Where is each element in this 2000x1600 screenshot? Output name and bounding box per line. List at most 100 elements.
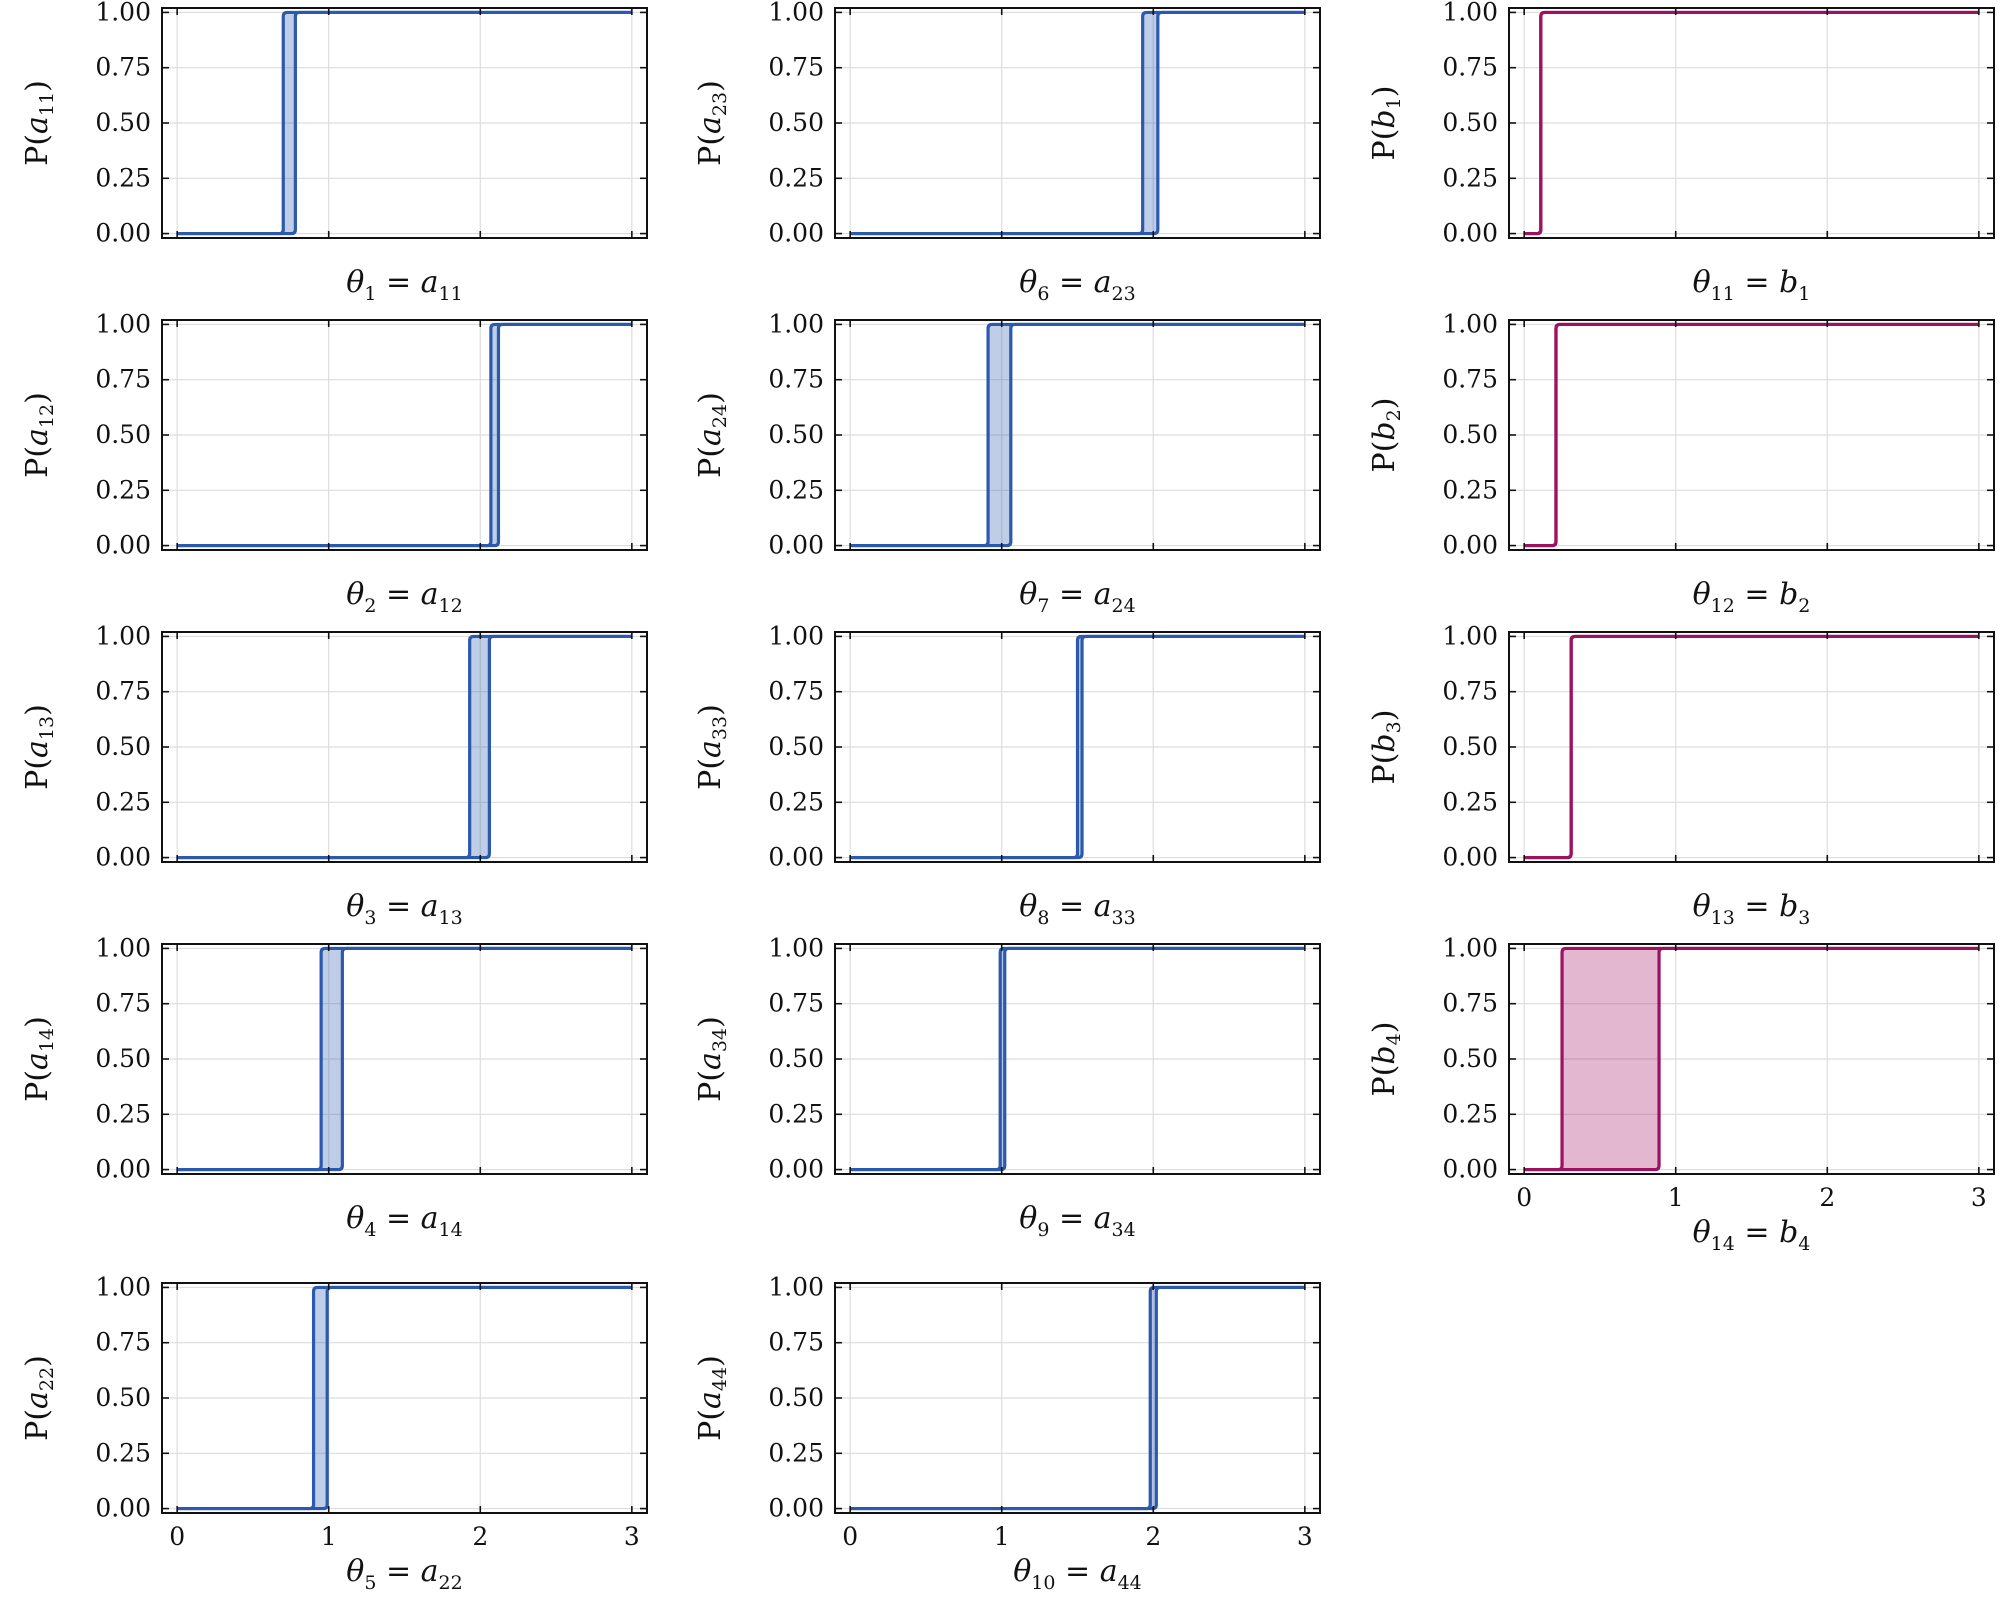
- y-tick-label: 0.00: [95, 219, 151, 248]
- y-label-close: ): [20, 392, 55, 404]
- y-tick-label: 0.75: [1442, 365, 1498, 394]
- x-label-equals: =: [376, 265, 420, 300]
- y-label-close: ): [1367, 710, 1402, 722]
- x-label-symbol-subscript: 4: [364, 1219, 376, 1241]
- y-tick-label: 0.00: [95, 1494, 151, 1523]
- y-tick-label: 0.25: [768, 1099, 824, 1128]
- x-tick-label: 1: [321, 1522, 337, 1551]
- x-label-symbol-subscript: 13: [1711, 907, 1735, 929]
- subplot-11: 0.000.250.500.751.00P(a34)θ9 = a34: [693, 933, 1321, 1241]
- x-label-subscript: 4: [1798, 1233, 1810, 1255]
- y-tick-label: 0.50: [95, 1044, 151, 1073]
- lower-bound-line: [1524, 10, 1979, 236]
- y-label-subscript: 2: [1383, 409, 1405, 421]
- subplot-5: 0.000.250.500.751.00P(a24)θ7 = a24: [693, 309, 1321, 617]
- y-label-subscript: 11: [36, 92, 58, 116]
- x-label-variable: a: [421, 1554, 439, 1589]
- subplot-9: 0.000.250.500.751.00P(b3)θ13 = b3: [1367, 621, 1995, 929]
- y-tick-label: 0.00: [1442, 843, 1498, 872]
- y-tick-label: 0.25: [768, 787, 824, 816]
- subplot-10: 0.000.250.500.751.00P(a14)θ4 = a14: [20, 933, 648, 1241]
- x-label-symbol: θ: [346, 1201, 364, 1236]
- y-label-variable: b: [1367, 421, 1402, 440]
- x-axis-label: θ2 = a12: [346, 577, 462, 617]
- y-tick-label: 0.25: [1442, 475, 1498, 504]
- x-label-variable: b: [1779, 889, 1798, 924]
- x-label-symbol-subscript: 8: [1037, 907, 1049, 929]
- y-axis-label: P(b1): [1367, 86, 1405, 161]
- subplot-6: 0.000.250.500.751.00P(b2)θ12 = b2: [1367, 309, 1995, 617]
- x-label-symbol: θ: [1693, 577, 1711, 612]
- y-label-close: ): [1367, 86, 1402, 98]
- y-tick-label: 0.00: [1442, 1155, 1498, 1184]
- x-axis-label: θ4 = a14: [346, 1201, 462, 1241]
- y-label-variable: a: [20, 1052, 55, 1070]
- y-tick-label: 0.50: [95, 108, 151, 137]
- y-label-variable: a: [693, 428, 728, 446]
- y-tick-label: 0.25: [95, 787, 151, 816]
- x-tick-label: 3: [1971, 1183, 1987, 1212]
- x-label-symbol-subscript: 14: [1711, 1233, 1735, 1255]
- x-label-equals: =: [1049, 1201, 1093, 1236]
- x-label-equals: =: [376, 1201, 420, 1236]
- y-label-prefix: P(: [20, 134, 55, 166]
- y-label-close: ): [20, 1355, 55, 1367]
- x-label-variable: b: [1779, 1215, 1798, 1250]
- x-label-equals: =: [1049, 265, 1093, 300]
- y-label-variable: a: [693, 116, 728, 134]
- x-label-subscript: 24: [1112, 595, 1136, 617]
- x-label-variable: a: [1094, 1201, 1112, 1236]
- subplot-8: 0.000.250.500.751.00P(a33)θ8 = a33: [693, 621, 1321, 929]
- x-label-symbol: θ: [346, 889, 364, 924]
- y-tick-label: 0.75: [95, 989, 151, 1018]
- subplot-2: 0.000.250.500.751.00P(a23)θ6 = a23: [693, 0, 1321, 305]
- y-axis-label: P(b4): [1367, 1022, 1405, 1097]
- credible-band: [1562, 948, 1660, 1170]
- y-tick-label: 0.50: [1442, 1044, 1498, 1073]
- x-tick-label: 2: [472, 1522, 488, 1551]
- y-label-prefix: P(: [20, 446, 55, 478]
- x-axis-label: θ1 = a11: [346, 265, 462, 305]
- y-tick-label: 0.00: [1442, 531, 1498, 560]
- x-tick-label: 1: [994, 1522, 1010, 1551]
- y-label-prefix: P(: [693, 1070, 728, 1102]
- y-tick-label: 0.75: [95, 365, 151, 394]
- x-tick-label: 2: [1145, 1522, 1161, 1551]
- y-label-subscript: 13: [36, 716, 58, 740]
- y-label-subscript: 44: [709, 1367, 731, 1391]
- y-label-close: ): [20, 704, 55, 716]
- x-label-symbol-subscript: 7: [1037, 595, 1049, 617]
- y-label-subscript: 12: [36, 404, 58, 428]
- y-tick-label: 0.50: [1442, 108, 1498, 137]
- lower-bound-line: [850, 946, 1305, 1172]
- y-tick-label: 0.00: [768, 843, 824, 872]
- y-axis-label: P(a34): [693, 1016, 731, 1102]
- y-tick-label: 0.75: [768, 1328, 824, 1357]
- y-tick-label: 1.00: [95, 621, 151, 650]
- y-label-subscript: 34: [709, 1028, 731, 1052]
- x-tick-label: 1: [1668, 1183, 1684, 1212]
- x-label-symbol: θ: [1693, 889, 1711, 924]
- y-tick-label: 0.25: [1442, 787, 1498, 816]
- y-tick-label: 0.25: [768, 475, 824, 504]
- y-axis-label: P(a24): [693, 392, 731, 478]
- lower-bound-line: [1524, 322, 1979, 548]
- subplot-1: 0.000.250.500.751.00P(a11)θ1 = a11: [20, 0, 648, 305]
- x-label-symbol-subscript: 6: [1037, 283, 1049, 305]
- y-tick-label: 0.25: [95, 1438, 151, 1467]
- y-tick-label: 0.00: [1442, 219, 1498, 248]
- x-label-symbol-subscript: 1: [364, 283, 376, 305]
- x-label-subscript: 34: [1112, 1219, 1136, 1241]
- credible-band: [313, 1287, 328, 1509]
- y-label-subscript: 22: [36, 1367, 58, 1391]
- x-tick-label: 2: [1819, 1183, 1835, 1212]
- x-tick-label: 0: [169, 1522, 185, 1551]
- y-tick-label: 0.75: [768, 53, 824, 82]
- x-label-symbol: θ: [1019, 889, 1037, 924]
- y-tick-label: 1.00: [95, 309, 151, 338]
- y-tick-label: 0.00: [768, 1155, 824, 1184]
- x-label-symbol: θ: [1019, 1201, 1037, 1236]
- y-tick-label: 0.00: [768, 531, 824, 560]
- y-axis-label: P(a12): [20, 392, 58, 478]
